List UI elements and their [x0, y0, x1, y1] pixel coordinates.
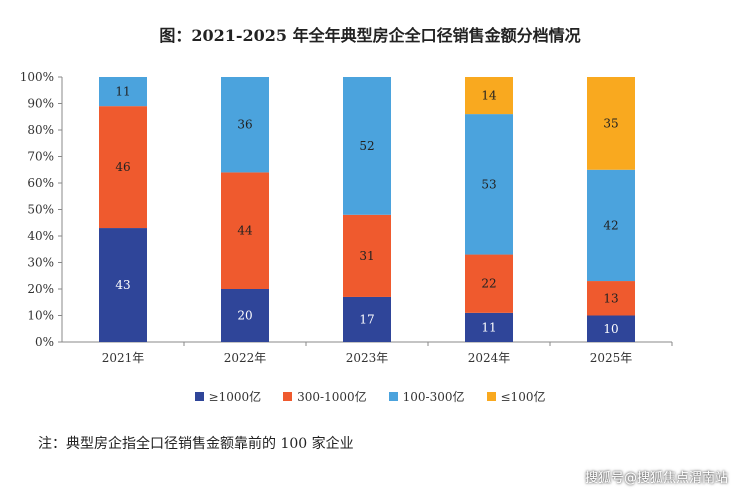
y-tick-label: 50%: [27, 203, 54, 217]
y-tick-label: 0%: [35, 335, 54, 349]
bar-segment: [99, 228, 147, 342]
legend-swatch: [194, 392, 204, 401]
data-label: 53: [481, 177, 496, 191]
data-label: 36: [237, 118, 252, 132]
bar-segment: [221, 172, 269, 289]
legend-swatch: [283, 392, 293, 401]
bar-segment: [465, 77, 513, 115]
x-tick-label: 2021年: [102, 351, 145, 365]
legend-item: 300-1000亿: [283, 388, 367, 405]
stacked-bar-chart: 0% 10% 20% 30% 40% 50% 60% 70% 80% 90% 100% 43 46 11 2…: [20, 70, 673, 365]
bar-segment: [99, 77, 147, 107]
legend-label: ≥1000亿: [208, 390, 262, 404]
y-tick-label: 10%: [27, 309, 54, 323]
y-tick-label: 100%: [20, 70, 54, 84]
bar-segment: [99, 106, 147, 229]
bar-segment: [587, 77, 635, 170]
data-label: 42: [603, 218, 618, 232]
y-tick-label: 90%: [27, 97, 54, 111]
legend-item: ≤100亿: [486, 388, 546, 405]
data-label: 13: [603, 291, 618, 305]
y-tick-label: 30%: [27, 256, 54, 270]
legend-item: ≥1000亿: [194, 388, 262, 405]
y-tick-label: 40%: [27, 229, 54, 243]
y-tick-label: 60%: [27, 176, 54, 190]
bar-segment: [221, 289, 269, 342]
bar-segment: [465, 254, 513, 313]
data-label: 31: [359, 249, 374, 263]
bar-segment: [465, 114, 513, 255]
data-label: 17: [359, 312, 374, 326]
x-tick-label: 2022年: [224, 351, 267, 365]
bar-segment: [587, 315, 635, 342]
data-label: 22: [481, 277, 496, 291]
legend-item: 100-300亿: [388, 388, 465, 405]
data-label: 20: [237, 309, 252, 323]
data-label: 43: [115, 278, 130, 292]
watermark: 搜狐号@搜狐焦点渭南站: [584, 471, 728, 486]
data-label: 35: [603, 116, 618, 130]
y-tick-label: 70%: [27, 150, 54, 164]
x-tick-label: 2025年: [590, 351, 633, 365]
bar-segment: [221, 77, 269, 173]
data-label: 14: [481, 89, 497, 103]
x-tick-label: 2024年: [468, 351, 511, 365]
legend-swatch: [388, 392, 398, 401]
legend-label: ≤100亿: [500, 390, 546, 404]
y-tick-label: 80%: [27, 123, 54, 137]
bar-segment: [587, 281, 635, 316]
data-label: 46: [115, 160, 130, 174]
bar-segment: [587, 169, 635, 282]
y-tick-label: 20%: [27, 282, 54, 296]
x-tick-label: 2023年: [346, 351, 389, 365]
chart-title: 图：2021-2025 年全年典型房企全口径销售金额分档情况: [159, 26, 581, 45]
bar-segment: [343, 296, 391, 342]
data-label: 11: [115, 85, 130, 99]
footnote: 注：典型房企指全口径销售金额靠前的 100 家企业: [38, 436, 354, 452]
bar-segment: [343, 77, 391, 215]
bar-segment: [343, 214, 391, 297]
bar-segment: [465, 312, 513, 342]
data-label: 44: [237, 224, 253, 238]
data-label: 11: [481, 320, 496, 334]
legend-label: 300-1000亿: [297, 390, 367, 404]
chart-legend: ≥1000亿 300-1000亿 100-300亿 ≤100亿: [0, 388, 740, 405]
data-label: 52: [359, 139, 374, 153]
data-label: 10: [603, 322, 618, 336]
legend-label: 100-300亿: [402, 390, 465, 404]
legend-swatch: [486, 392, 496, 401]
